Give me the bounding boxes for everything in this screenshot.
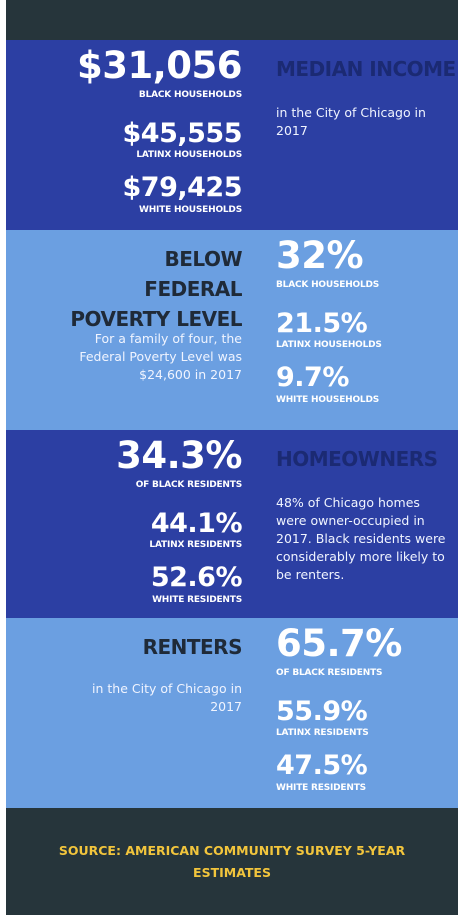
stat-value: 9.7% [276,362,349,393]
stat-label: OF BLACK RESIDENTS [135,480,242,490]
stat-label: LATINX HOUSEHOLDS [276,340,382,350]
section-title: BELOW FEDERAL POVERTY LEVEL [70,247,242,331]
stat-label: LATINX HOUSEHOLDS [136,150,242,160]
stat-label: WHITE RESIDENTS [276,783,366,793]
stat-label: BLACK HOUSEHOLDS [138,90,242,100]
section: $31,056 BLACK HOUSEHOLDS $45,555 LATINX HOU… [6,40,458,230]
stat-value: 47.5% [276,750,368,781]
section-note: in the City of Chicago in 2017 [92,681,242,714]
stat-value: 55.9% [276,696,368,727]
stat-label: WHITE RESIDENTS [152,595,242,605]
stat-value: $31,056 [76,44,243,87]
section-title: MEDIAN INCOME [276,57,456,81]
stat-value: 32% [276,234,364,277]
stat-value: 44.1% [150,508,243,539]
stat-value: 65.7% [276,622,402,665]
section-title: RENTERS [142,635,243,659]
stat-value: 21.5% [276,308,368,339]
stat-value: 52.6% [150,562,243,593]
section: 32% BLACK HOUSEHOLDS 21.5% LATINX HOUSEHOLD… [6,230,458,430]
stat-label: LATINX RESIDENTS [149,540,242,550]
stat-label: BLACK HOUSEHOLDS [276,280,380,290]
stat-label: WHITE HOUSEHOLDS [138,205,242,215]
stat-value: 34.3% [116,434,242,477]
source-footer: SOURCE: AMERICAN COMMUNITY SURVEY 5-YEAR… [58,843,406,880]
stat-label: OF BLACK RESIDENTS [276,668,383,678]
infographic: SOURCE: AMERICAN COMMUNITY SURVEY 5-YEAR… [6,0,458,915]
section-title: HOMEOWNERS [276,447,438,471]
stat-value: $79,425 [122,172,243,203]
section-note: For a family of four, the Federal Povert… [79,331,242,382]
stat-label: WHITE HOUSEHOLDS [276,395,380,405]
section: 65.7% OF BLACK RESIDENTS 55.9% LATINX RESID… [6,618,458,808]
stat-label: LATINX RESIDENTS [276,728,369,738]
stat-value: $45,555 [122,118,243,149]
section-note: 48% of Chicago homes were owner-occupied… [276,495,446,582]
section: 34.3% OF BLACK RESIDENTS 44.1% LATINX RESID… [6,430,458,618]
section-note: in the City of Chicago in 2017 [276,105,426,138]
